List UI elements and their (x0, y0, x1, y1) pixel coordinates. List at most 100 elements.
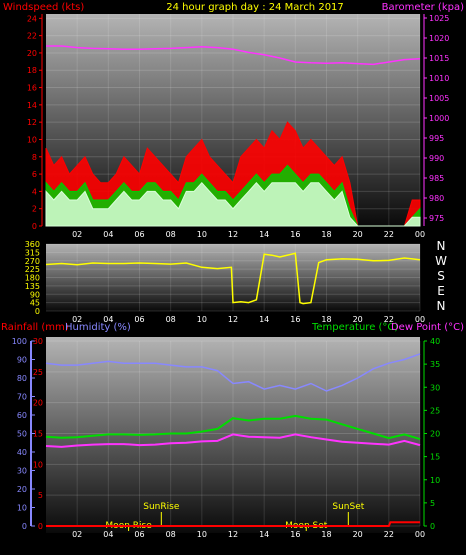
rainfall-tick-label: 30 (33, 337, 43, 346)
barometer-tick-label: 1025 (429, 14, 449, 23)
x-tick-label: 10 (197, 315, 207, 324)
x-tick-label: 16 (290, 315, 300, 324)
humidity-line (45, 353, 421, 392)
x-tick-label: 00 (415, 530, 425, 539)
compass-label: N (437, 239, 446, 253)
x-tick-label: 00 (415, 230, 425, 239)
barometer-tick-label: 995 (429, 134, 444, 143)
temperature-axis-title: Temperature (°C) (311, 322, 398, 333)
rainfall-tick-label: 15 (33, 430, 43, 439)
temperature-tick-label: 0 (430, 522, 435, 531)
x-tick-label: 18 (321, 530, 331, 539)
x-tick-label: 14 (259, 530, 269, 539)
windspeed-axis-title: Windspeed (kts) (3, 2, 84, 13)
x-tick-label: 16 (290, 230, 300, 239)
compass-label: S (437, 269, 445, 283)
x-tick-label: 02 (72, 530, 82, 539)
temperature-humidity-panel: 0 10 20 30 40 50 60 70 80 90 100 0 5 10 15 20 25 30 0 5 10… (12, 337, 440, 539)
x-tick-label: 02 (72, 315, 82, 324)
x-tick-label: 22 (384, 530, 394, 539)
humidity-tick-label: 80 (17, 374, 27, 383)
windspeed-tick-label: 12 (27, 118, 37, 127)
x-tick-label: 04 (103, 530, 113, 539)
x-tick-label: 00 (415, 315, 425, 324)
rainfall-axis-title: Rainfall (mm) (1, 322, 69, 333)
direction-tick-label: 45 (30, 299, 40, 308)
x-tick-label: 18 (321, 315, 331, 324)
x-tick-label: 08 (166, 230, 176, 239)
barometer-tick-label: 1005 (429, 94, 449, 103)
x-tick-label: 12 (228, 230, 238, 239)
windspeed-tick-label: 0 (32, 222, 37, 231)
x-tick-label: 22 (384, 230, 394, 239)
x-tick-label: 12 (228, 530, 238, 539)
sunset-label: SunSet (332, 502, 364, 512)
humidity-tick-label: 10 (17, 504, 27, 513)
direction-tick-label: 180 (25, 274, 40, 283)
x-tick-label: 10 (197, 230, 207, 239)
windspeed-tick-label: 2 (32, 205, 37, 214)
x-tick-label: 06 (134, 530, 144, 539)
temperature-tick-label: 30 (430, 383, 440, 392)
windspeed-tick-label: 4 (32, 187, 37, 196)
rainfall-line (46, 521, 420, 527)
x-tick-label: 18 (321, 230, 331, 239)
barometer-tick-label: 1020 (429, 34, 449, 43)
rainfall-tick-label: 20 (33, 399, 43, 408)
x-tick-label: 06 (134, 230, 144, 239)
temperature-tick-label: 10 (430, 476, 440, 485)
rainfall-tick-label: 0 (38, 522, 43, 531)
direction-tick-label: 90 (30, 290, 40, 299)
humidity-tick-label: 40 (17, 448, 27, 457)
barometer-line (46, 45, 421, 66)
windspeed-tick-label: 8 (32, 153, 37, 162)
humidity-tick-label: 50 (17, 430, 27, 439)
barometer-tick-label: 975 (429, 214, 444, 223)
direction-tick-label: 135 (25, 282, 40, 291)
windspeed-tick-label: 6 (32, 170, 37, 179)
humidity-tick-label: 20 (17, 485, 27, 494)
windspeed-tick-label: 16 (27, 84, 37, 93)
temperature-tick-label: 35 (430, 360, 440, 369)
compass-label: E (437, 284, 445, 298)
barometer-tick-label: 985 (429, 174, 444, 183)
barometer-tick-label: 1000 (429, 114, 449, 123)
x-tick-label: 06 (134, 315, 144, 324)
x-tick-label: 20 (353, 315, 363, 324)
x-tick-label: 04 (103, 315, 113, 324)
humidity-axis-title: Humidity (%) (65, 322, 131, 333)
temperature-tick-label: 20 (430, 430, 440, 439)
direction-tick-label: 270 (25, 257, 40, 266)
barometer-tick-label: 1010 (429, 74, 449, 83)
rainfall-tick-label: 25 (33, 368, 43, 377)
direction-tick-label: 315 (25, 248, 40, 257)
x-tick-label: 16 (290, 530, 300, 539)
temperature-tick-label: 15 (430, 453, 440, 462)
compass-label: W (435, 254, 447, 268)
barometer-axis-title: Barometer (kpa) (382, 2, 464, 13)
windspeed-tick-label: 10 (27, 135, 37, 144)
barometer-tick-label: 990 (429, 154, 444, 163)
barometer-tick-label: 980 (429, 194, 444, 203)
windspeed-tick-label: 18 (27, 66, 37, 75)
x-tick-label: 08 (166, 315, 176, 324)
x-tick-label: 04 (103, 230, 113, 239)
wind-avg-area (45, 181, 421, 227)
wind-direction-line (45, 252, 421, 305)
dewpoint-line (45, 433, 421, 448)
temperature-tick-label: 40 (430, 337, 440, 346)
windspeed-tick-label: 24 (27, 14, 37, 23)
x-tick-label: 08 (166, 530, 176, 539)
humidity-tick-label: 90 (17, 356, 27, 365)
temperature-tick-label: 5 (430, 499, 435, 508)
rainfall-tick-label: 5 (38, 491, 43, 500)
dewpoint-axis-title: Dew Point (°C) (391, 322, 464, 333)
barometer-tick-label: 1015 (429, 54, 449, 63)
direction-tick-label: 360 (25, 240, 40, 249)
x-tick-label: 02 (72, 230, 82, 239)
x-tick-label: 14 (259, 230, 269, 239)
temperature-tick-label: 25 (430, 406, 440, 415)
